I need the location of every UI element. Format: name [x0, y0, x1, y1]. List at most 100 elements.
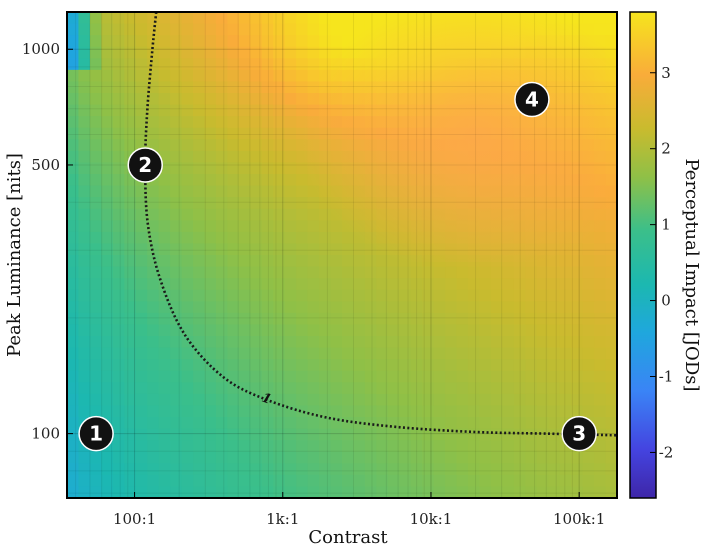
heatmap-cell — [78, 266, 91, 279]
heatmap-cell — [410, 347, 423, 360]
heatmap-cell — [170, 393, 183, 407]
heatmap-cell — [135, 486, 148, 498]
heatmap-cell — [250, 162, 263, 175]
contour-line — [143, 12, 617, 437]
heatmap-cell — [273, 69, 286, 83]
heatmap-cell — [67, 150, 80, 164]
heatmap-cell — [101, 382, 114, 395]
heatmap-cell — [147, 405, 160, 418]
heatmap-cell — [490, 289, 504, 302]
heatmap-cell — [273, 127, 286, 140]
heatmap-cell — [204, 255, 217, 268]
heatmap-cell — [296, 336, 309, 349]
heatmap-cell — [490, 417, 504, 430]
heatmap-cell — [215, 104, 229, 117]
heatmap-cell — [112, 127, 125, 140]
heatmap-cell — [284, 104, 297, 117]
heatmap-cell — [67, 35, 80, 48]
heatmap-cell — [364, 359, 377, 372]
heatmap-cell — [101, 185, 114, 198]
heatmap-cell — [135, 405, 148, 418]
heatmap-cell — [273, 174, 286, 187]
heatmap-cell — [135, 451, 148, 464]
heatmap-cell — [548, 312, 561, 326]
heatmap-cell — [559, 347, 572, 360]
heatmap-cell — [193, 266, 206, 279]
heatmap-cell — [78, 359, 91, 372]
heatmap-cell — [227, 324, 240, 337]
x-tick-label: 100:1 — [113, 510, 156, 528]
heatmap-cell — [112, 69, 125, 83]
heatmap-cell — [330, 370, 343, 383]
heatmap-cell — [193, 440, 206, 453]
heatmap-cell — [468, 405, 481, 418]
heatmap-cell — [559, 336, 572, 349]
heatmap-cell — [89, 150, 102, 164]
heatmap-cell — [124, 139, 137, 152]
heatmap-cell — [250, 12, 263, 25]
heatmap-cell — [215, 243, 229, 256]
heatmap-cell — [261, 255, 274, 268]
heatmap-cell — [445, 359, 458, 372]
heatmap-cell — [67, 185, 80, 198]
heatmap-cell — [227, 336, 240, 349]
heatmap-cell — [135, 382, 148, 395]
heatmap-cell — [170, 174, 183, 187]
heatmap-cell — [296, 278, 309, 291]
heatmap-cell — [89, 162, 102, 175]
heatmap-cell — [536, 440, 549, 453]
heatmap-cell — [204, 35, 217, 48]
heatmap-cell — [170, 127, 183, 140]
heatmap-cell — [227, 220, 240, 233]
heatmap-cell — [204, 197, 217, 210]
heatmap-cell — [422, 289, 435, 302]
heatmap-cell — [193, 69, 206, 83]
heatmap-cell — [353, 474, 366, 488]
heatmap-cell — [215, 185, 229, 198]
heatmap-cell — [548, 405, 561, 418]
heatmap-cell — [124, 12, 137, 25]
heatmap-cell — [284, 243, 297, 256]
heatmap-cell — [158, 347, 171, 360]
heatmap-cell — [422, 266, 435, 279]
heatmap-cell — [525, 301, 538, 314]
heatmap-cell — [227, 35, 240, 48]
heatmap-cell — [536, 382, 549, 395]
heatmap-cell — [250, 289, 263, 302]
heatmap-cell — [89, 382, 102, 395]
heatmap-cell — [181, 370, 194, 383]
heatmap-cell — [193, 81, 206, 94]
heatmap-cell — [250, 336, 263, 349]
heatmap-cell — [490, 278, 504, 291]
heatmap-cell — [193, 289, 206, 302]
heatmap-cell — [433, 289, 446, 302]
heatmap-cell — [456, 266, 469, 279]
heatmap-cell — [273, 255, 286, 268]
heatmap-cell — [433, 382, 446, 395]
heatmap-cell — [296, 440, 309, 453]
heatmap-cell — [204, 463, 217, 476]
heatmap-cell — [490, 336, 504, 349]
heatmap-cell — [181, 116, 194, 129]
heatmap-cell — [284, 370, 297, 383]
y-axis-ticks: 100 500 1000 — [22, 40, 73, 443]
heatmap-cell — [559, 301, 572, 314]
heatmap-cell — [445, 266, 458, 279]
heatmap-cell — [112, 208, 125, 221]
heatmap-cell — [238, 116, 251, 129]
heatmap-cell — [135, 336, 148, 349]
heatmap-cell — [193, 127, 206, 140]
heatmap-cell — [204, 417, 217, 430]
heatmap-cell — [135, 46, 148, 59]
heatmap-cell — [342, 336, 355, 349]
heatmap-cell — [582, 486, 595, 498]
heatmap-cell — [364, 347, 377, 360]
heatmap-cell — [238, 93, 251, 106]
heatmap-cell — [525, 393, 538, 407]
heatmap-cell — [78, 451, 91, 464]
heatmap-cell — [170, 185, 183, 198]
heatmap-cell — [353, 451, 366, 464]
heatmap-cell — [376, 266, 389, 279]
marker-1-label: 1 — [89, 422, 103, 446]
heatmap-cell — [181, 208, 194, 221]
